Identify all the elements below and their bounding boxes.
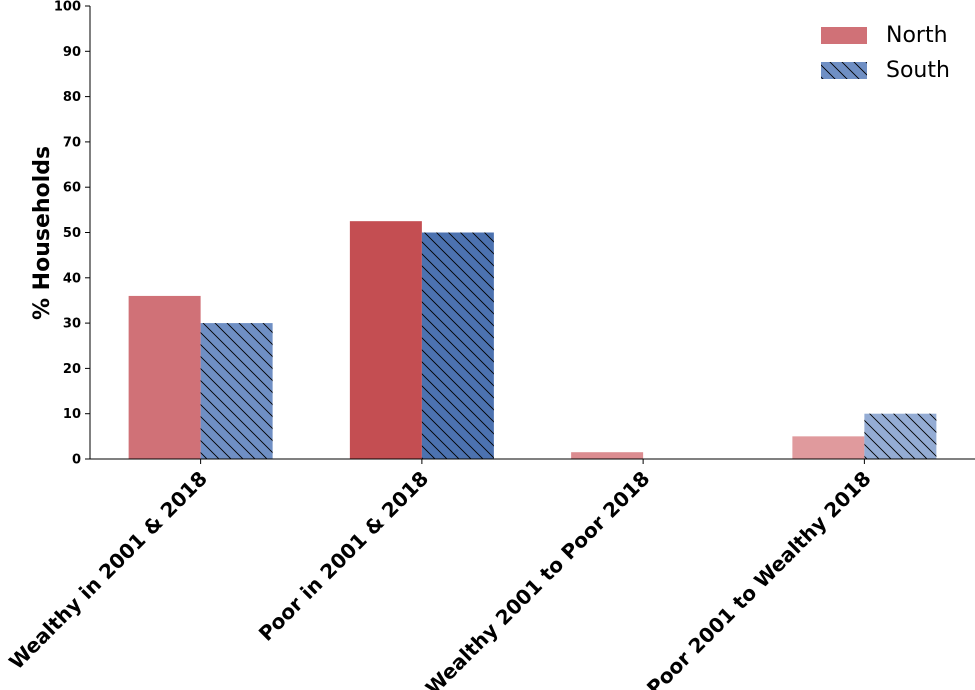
- y-axis-title: % Households: [30, 146, 55, 320]
- y-tick-label: 50: [63, 226, 81, 241]
- x-tick-label: Wealthy 2001 to Poor 2018: [421, 466, 655, 690]
- y-tick-label: 90: [63, 45, 81, 60]
- y-tick-label: 100: [54, 0, 81, 15]
- bar-north-3: [571, 452, 644, 459]
- x-tick-label: Poor 2001 to Wealthy 2018: [642, 466, 876, 690]
- y-axis: 0 10 20 30 40 50 60 70 80 90 100: [54, 0, 91, 468]
- y-tick-label: 20: [63, 362, 81, 377]
- bar-south-4-hatch: [864, 413, 937, 459]
- x-axis: Wealthy in 2001 & 2018 Poor in 2001 & 201…: [4, 458, 975, 690]
- legend-swatch-north: [821, 27, 867, 44]
- x-tick-label: Wealthy in 2001 & 2018: [4, 466, 212, 674]
- y-tick-label: 80: [63, 90, 81, 105]
- x-tick-label: Poor in 2001 & 2018: [254, 466, 433, 645]
- y-tick-label: 0: [72, 453, 81, 468]
- bar-north-2: [349, 221, 422, 459]
- legend-swatch-south-hatch: [821, 62, 867, 79]
- legend-label-north: North: [886, 23, 948, 48]
- y-tick-label: 30: [63, 317, 81, 332]
- bar-south-2-hatch: [421, 232, 494, 459]
- legend: North South: [821, 23, 950, 83]
- bars: [128, 221, 937, 459]
- bar-north-1: [128, 295, 201, 459]
- y-tick-label: 60: [63, 181, 81, 196]
- y-tick-label: 40: [63, 271, 81, 286]
- legend-label-south: South: [886, 58, 950, 83]
- bar-north-4: [792, 436, 865, 459]
- y-tick-label: 70: [63, 135, 81, 150]
- bar-south-1-hatch: [200, 323, 273, 459]
- y-tick-label: 10: [63, 407, 81, 422]
